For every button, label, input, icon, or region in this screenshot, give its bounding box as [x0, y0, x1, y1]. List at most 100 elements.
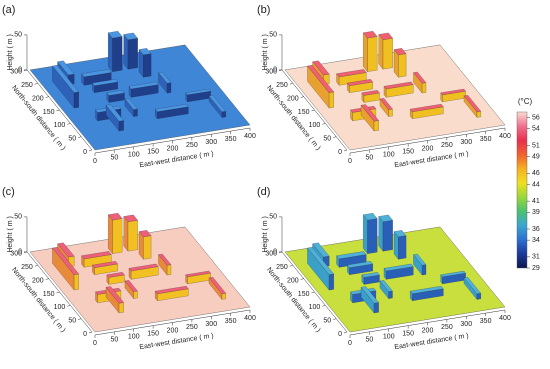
x-tick-label: 350 — [225, 318, 237, 325]
x-tick-label: 350 — [225, 136, 237, 143]
panel-label: (c) — [2, 186, 15, 198]
building-roof — [154, 286, 189, 294]
building-west — [123, 216, 129, 252]
building-roof — [106, 272, 125, 278]
building-west — [363, 32, 368, 72]
y-tick — [343, 149, 348, 152]
building-roof — [158, 71, 172, 84]
building-roof — [124, 280, 138, 292]
building-roof — [463, 95, 482, 112]
y-tick — [56, 291, 60, 294]
x-tick-label: 250 — [441, 142, 453, 149]
z-axis-label: Height ( m ) — [7, 216, 14, 253]
building-roof — [440, 270, 466, 277]
building-south — [118, 302, 124, 314]
building-roof — [106, 90, 125, 96]
building-roof — [81, 69, 112, 78]
building-roof — [378, 32, 393, 40]
y-tick-label: 300 — [10, 251, 22, 258]
building-south — [167, 264, 172, 276]
building-roof — [361, 272, 380, 278]
x-tick-label: 0 — [348, 158, 352, 165]
ground — [29, 44, 251, 151]
x-tick-label: 300 — [205, 139, 217, 146]
building-roof — [57, 242, 75, 258]
panel: 0 50 100 150 200 250 300 350 4000501001502002503… — [257, 4, 511, 169]
building-roof — [105, 286, 124, 304]
x-tick-label: 50 — [110, 155, 118, 162]
building-roof — [92, 261, 118, 268]
building-roof — [138, 230, 152, 237]
building-roof — [409, 104, 444, 112]
ground — [29, 226, 251, 333]
building-roof — [307, 247, 334, 275]
y-tick-label: 100 — [309, 122, 321, 129]
building-south — [388, 108, 393, 117]
colorbar — [516, 111, 528, 269]
building-roof — [393, 48, 407, 55]
y-tick-label: 50 — [68, 317, 76, 324]
y-tick-label: 250 — [276, 264, 288, 271]
y-tick-label: 250 — [276, 82, 288, 89]
y-tick — [88, 149, 93, 152]
y-tick-label: 250 — [21, 82, 33, 89]
x-tick-label: 100 — [128, 152, 140, 159]
building-roof — [440, 88, 466, 95]
building-west — [108, 32, 113, 72]
building-south — [398, 53, 407, 78]
y-tick-label: 0 — [83, 331, 87, 338]
panel: 0 50 100 150 200 250 300 350 4000501001502002503… — [2, 186, 256, 351]
y-tick — [34, 83, 38, 85]
building-roof — [128, 81, 159, 90]
building-roof — [52, 65, 79, 93]
building-west — [363, 214, 368, 254]
building-south — [133, 290, 138, 299]
y-tick — [88, 331, 93, 334]
y-tick-label: 50 — [323, 135, 331, 142]
building-south — [74, 273, 79, 291]
building-roof — [360, 104, 379, 122]
building-south — [221, 111, 226, 118]
building-south — [221, 293, 226, 300]
z-tick-label: 50 — [14, 214, 22, 221]
building-roof — [413, 71, 427, 84]
z-tick-label: 50 — [269, 32, 277, 39]
building-south — [476, 293, 481, 300]
z-tick-label: 50 — [14, 32, 22, 39]
z-tick-label: 0 — [273, 249, 277, 256]
building-south — [422, 82, 427, 94]
x-tick-label: 200 — [422, 145, 434, 152]
x-tick-label: 400 — [244, 133, 256, 140]
y-tick — [322, 305, 326, 307]
y-tick — [343, 331, 348, 334]
z-tick-label: 0 — [273, 67, 277, 74]
building-roof — [361, 90, 380, 96]
colorbar-tick-label: 31 — [532, 254, 540, 261]
building-roof — [52, 247, 79, 275]
y-tick-label: 100 — [54, 304, 66, 311]
building-south — [329, 91, 334, 109]
building-roof — [185, 270, 211, 277]
y-tick-label: 150 — [298, 291, 310, 298]
building-roof — [379, 280, 393, 292]
x-tick-label: 200 — [422, 327, 434, 334]
z-tick-label: 50 — [269, 214, 277, 221]
building-roof — [379, 98, 393, 110]
colorbar-tick-label: 44 — [532, 181, 540, 188]
building-roof — [393, 230, 407, 237]
x-tick-label: 0 — [348, 340, 352, 347]
y-tick-label: 100 — [309, 304, 321, 311]
x-tick-label: 150 — [402, 148, 414, 155]
building-south — [367, 36, 378, 72]
panel-label: (b) — [257, 4, 270, 16]
building-roof — [158, 253, 172, 266]
panel-label: (d) — [257, 186, 270, 198]
x-tick-label: 100 — [383, 152, 395, 159]
y-tick — [333, 136, 337, 138]
building-south — [74, 91, 79, 109]
building-roof — [92, 79, 118, 86]
y-tick — [78, 318, 82, 320]
colorbar-tick-label: 41 — [532, 198, 540, 205]
building-south — [382, 220, 393, 252]
y-tick-label: 300 — [265, 69, 277, 76]
